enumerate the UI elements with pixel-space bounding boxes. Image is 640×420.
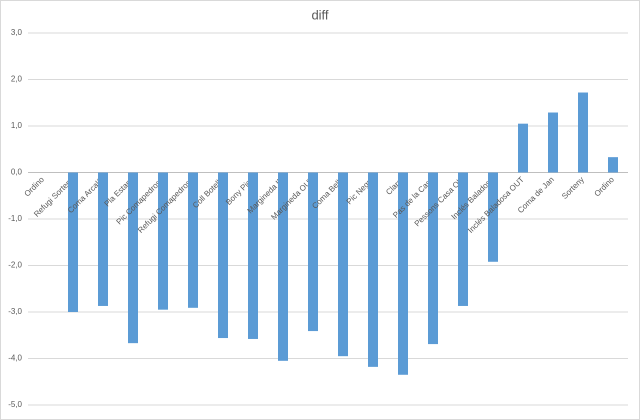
- bar: [218, 172, 228, 339]
- y-tick-label: 0,0: [11, 168, 23, 177]
- bar: [98, 172, 108, 306]
- y-tick-label: -5,0: [8, 400, 22, 409]
- y-tick-label: -4,0: [8, 354, 22, 363]
- y-tick-label: -2,0: [8, 261, 22, 270]
- chart-title: diff: [311, 7, 328, 22]
- bar: [518, 123, 528, 173]
- y-tick-label: 2,0: [11, 75, 23, 84]
- bar: [308, 172, 318, 332]
- bar: [68, 172, 78, 312]
- bar: [398, 172, 408, 375]
- bar: [368, 172, 378, 367]
- y-tick-label: 3,0: [11, 28, 23, 37]
- bar: [338, 172, 348, 357]
- bar: [458, 172, 468, 306]
- y-tick-label: 1,0: [11, 121, 23, 130]
- bar: [158, 172, 168, 310]
- bar: [278, 172, 288, 361]
- bar: [248, 172, 258, 339]
- bar: [188, 172, 198, 308]
- bar: [608, 157, 618, 173]
- bar: [578, 92, 588, 173]
- y-tick-label: -1,0: [8, 214, 22, 223]
- bar: [548, 112, 558, 173]
- bar: [488, 172, 498, 262]
- bar: [428, 172, 438, 345]
- bar: [128, 172, 138, 344]
- y-tick-label: -3,0: [8, 307, 22, 316]
